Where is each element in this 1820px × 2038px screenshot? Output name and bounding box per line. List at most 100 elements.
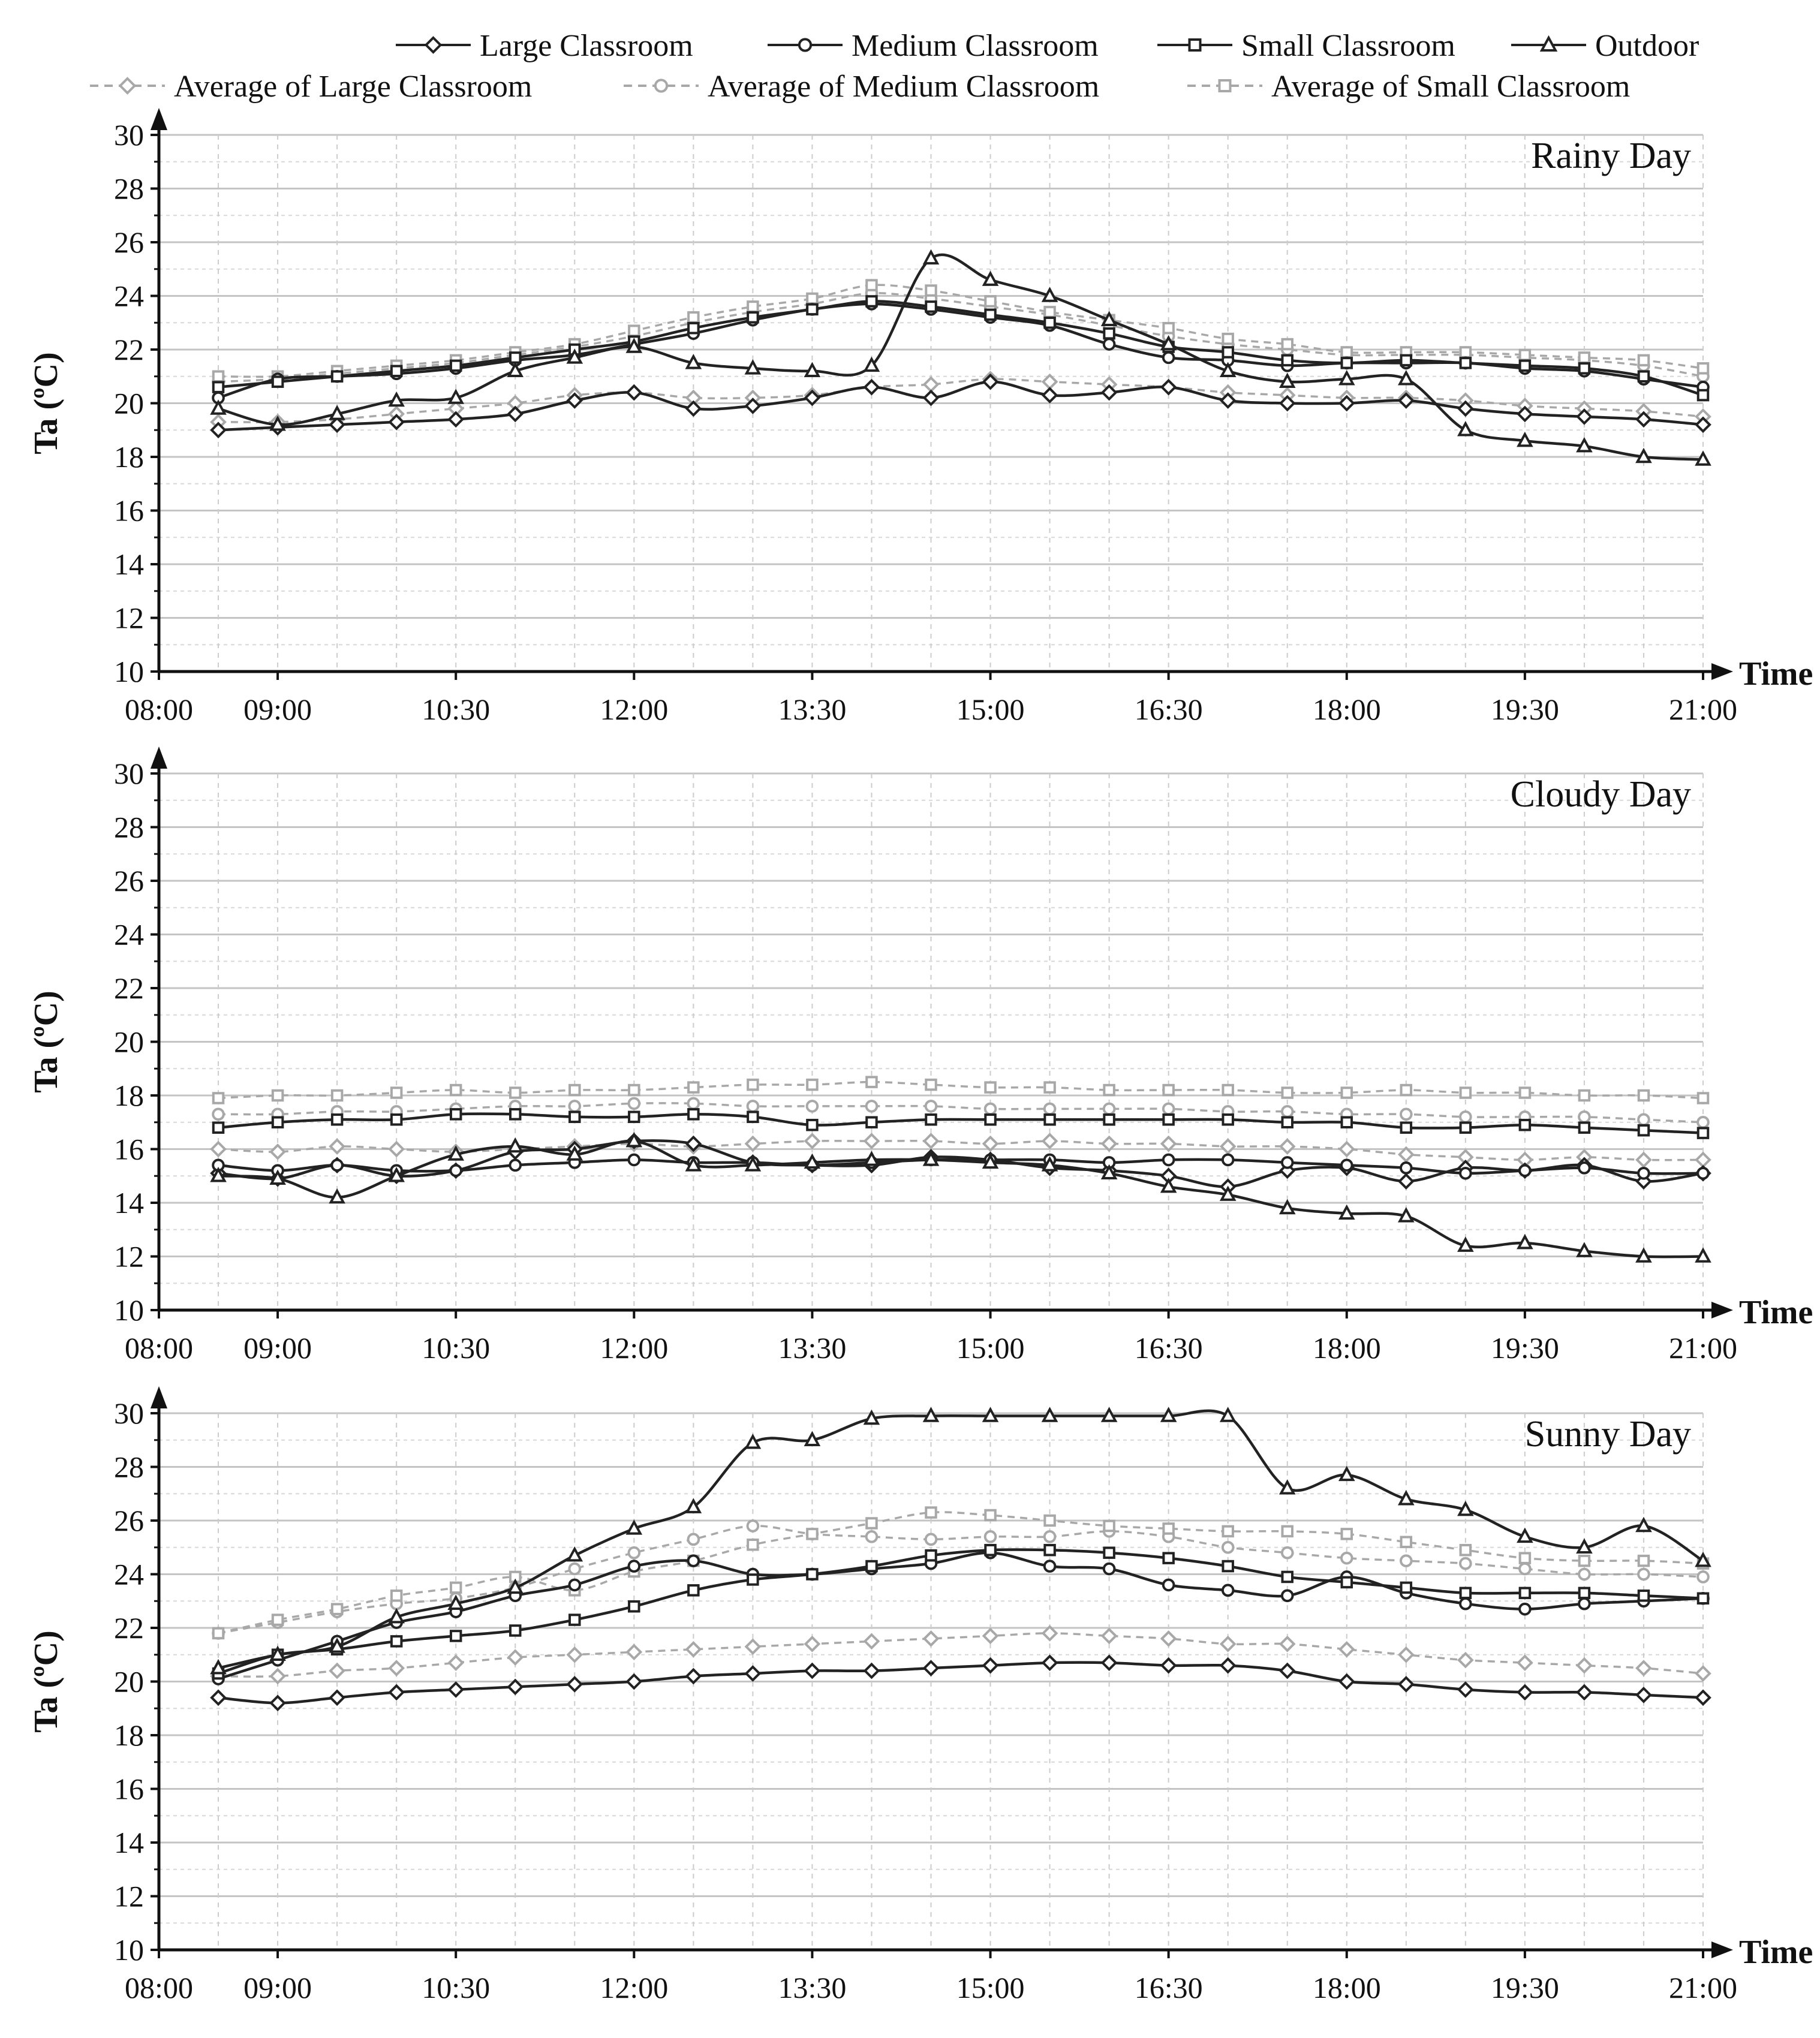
data-point-avg_large xyxy=(1397,1646,1415,1663)
data-point-avg_large xyxy=(1160,1630,1177,1647)
data-point-avg_large xyxy=(1635,1151,1652,1169)
data-point-small xyxy=(1696,1127,1710,1139)
data-point-outdoor xyxy=(1517,1233,1533,1250)
data-point-medium xyxy=(1518,1602,1532,1616)
legend-item-large: Large Classroom xyxy=(396,29,693,63)
data-point-outdoor xyxy=(269,416,286,431)
data-point-avg_small xyxy=(1578,1554,1591,1567)
data-point-avg_medium xyxy=(1043,1530,1057,1543)
series-line-medium xyxy=(218,302,1704,399)
data-point-avg_small xyxy=(1578,1089,1591,1102)
series-outdoor xyxy=(210,1131,1711,1263)
data-point-avg_small xyxy=(1103,1519,1115,1533)
data-point-avg_large xyxy=(1219,1138,1237,1155)
x-tick-label: 15:00 xyxy=(956,1331,1025,1365)
legend-item-outdoor: Outdoor xyxy=(1511,29,1699,63)
x-tick-label: 21:00 xyxy=(1669,1331,1737,1365)
data-point-avg_medium xyxy=(1400,1554,1413,1567)
x-tick-label: 19:30 xyxy=(1491,1971,1559,2004)
data-point-avg_small xyxy=(1459,346,1472,359)
data-point-outdoor xyxy=(1278,1199,1296,1215)
data-point-avg_large xyxy=(982,1135,999,1152)
data-point-avg_small xyxy=(687,1081,700,1094)
data-point-avg_small xyxy=(1222,1083,1234,1097)
data-point-avg_small xyxy=(1340,1528,1353,1540)
data-point-small xyxy=(687,1584,700,1597)
data-point-small xyxy=(1281,1116,1293,1128)
legend-item-avg_small: Average of Small Classroom xyxy=(1187,70,1630,104)
legend-marker-square xyxy=(1188,38,1202,52)
data-point-outdoor xyxy=(1100,1164,1118,1180)
data-point-avg_large xyxy=(1041,1625,1058,1642)
legend-label: Average of Small Classroom xyxy=(1271,70,1630,104)
data-point-small xyxy=(1637,370,1650,383)
data-point-medium xyxy=(1578,1597,1591,1610)
x-tick-label: 09:00 xyxy=(243,1971,312,2004)
data-point-small xyxy=(1162,1552,1175,1564)
data-point-outdoor xyxy=(388,1607,405,1624)
x-axis-title: Time xyxy=(1739,1934,1813,1971)
data-point-avg_small xyxy=(984,1509,997,1522)
y-tick-label: 26 xyxy=(114,864,144,898)
data-point-large xyxy=(744,398,762,414)
data-point-small xyxy=(271,375,284,388)
data-point-avg_small xyxy=(925,284,937,297)
data-point-avg_medium xyxy=(627,1097,641,1110)
data-point-small xyxy=(1281,354,1293,367)
y-axis-arrow xyxy=(151,746,167,769)
data-point-avg_large xyxy=(1397,1146,1415,1163)
data-point-small xyxy=(390,1635,403,1648)
data-point-outdoor xyxy=(1160,335,1177,351)
y-tick-label: 20 xyxy=(114,387,144,420)
data-point-avg_small xyxy=(687,311,700,324)
data-point-avg_medium xyxy=(983,1530,997,1543)
data-point-avg_small xyxy=(1637,354,1650,367)
data-point-avg_small xyxy=(212,1627,225,1640)
data-point-small xyxy=(568,1613,581,1626)
data-point-outdoor xyxy=(685,1156,702,1172)
data-point-small xyxy=(925,1113,937,1126)
data-point-small xyxy=(1459,1587,1472,1600)
data-point-avg_small xyxy=(628,324,640,337)
data-point-avg_small xyxy=(1222,1525,1234,1538)
series-outdoor xyxy=(210,1407,1711,1675)
data-point-avg_small xyxy=(865,1076,878,1088)
data-point-large xyxy=(685,1135,702,1152)
data-point-small xyxy=(984,1543,997,1557)
data-point-avg_small xyxy=(449,1083,462,1097)
data-point-large xyxy=(1160,1657,1177,1674)
data-point-medium xyxy=(1221,1153,1235,1167)
legend-item-avg_medium: Average of Medium Classroom xyxy=(624,70,1099,104)
data-point-small xyxy=(449,359,462,372)
x-tick-label: 13:30 xyxy=(778,1971,846,2004)
data-point-large xyxy=(804,1662,821,1679)
data-point-medium xyxy=(509,1158,522,1172)
data-point-large xyxy=(1278,1662,1296,1679)
data-point-large xyxy=(1397,1173,1415,1190)
data-point-avg_small xyxy=(330,1089,344,1102)
y-tick-label: 20 xyxy=(114,1665,144,1699)
data-point-outdoor xyxy=(1517,431,1533,447)
series-small xyxy=(212,1108,1710,1139)
data-point-outdoor xyxy=(1457,1236,1474,1252)
x-tick-label: 10:30 xyxy=(422,1971,490,2004)
y-axis-title: Ta (ºC) xyxy=(28,991,65,1092)
data-point-avg_small xyxy=(1162,321,1175,335)
x-axis-arrow xyxy=(1711,663,1733,680)
data-point-avg_medium xyxy=(1043,1102,1057,1116)
data-point-avg_large xyxy=(1219,1636,1237,1652)
data-point-outdoor xyxy=(625,338,643,353)
legend-marker-circle xyxy=(798,38,813,52)
data-point-small xyxy=(747,1573,759,1586)
data-point-avg_medium xyxy=(1578,1110,1591,1124)
data-point-medium xyxy=(1221,1584,1235,1597)
series-line-outdoor xyxy=(218,1409,1704,1670)
data-point-outdoor xyxy=(922,1407,940,1422)
data-point-avg_large xyxy=(329,1138,345,1155)
data-point-outdoor xyxy=(1397,1490,1415,1506)
y-tick-label: 12 xyxy=(114,1880,144,1913)
data-point-medium xyxy=(1162,1578,1175,1592)
series-avg_small xyxy=(212,1076,1710,1104)
x-tick-label: 12:00 xyxy=(600,1971,668,2004)
data-point-large xyxy=(1397,392,1415,409)
